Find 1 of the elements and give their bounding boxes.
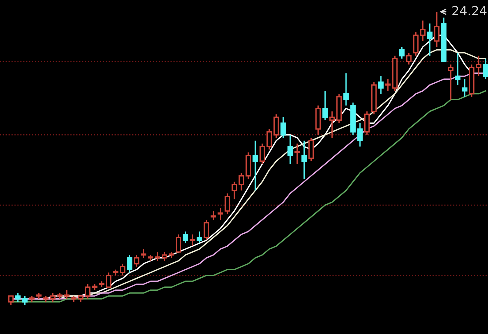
annotation: 24.24 xyxy=(452,6,487,16)
